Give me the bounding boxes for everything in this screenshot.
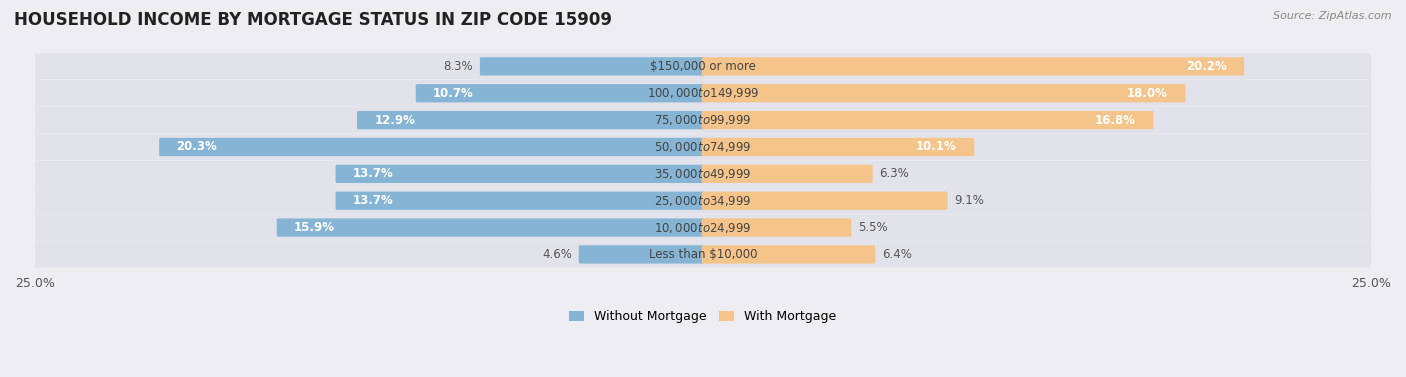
Text: 10.1%: 10.1% <box>917 141 957 153</box>
FancyBboxPatch shape <box>702 84 1185 103</box>
FancyBboxPatch shape <box>277 218 704 237</box>
Legend: Without Mortgage, With Mortgage: Without Mortgage, With Mortgage <box>564 305 842 328</box>
Text: 6.4%: 6.4% <box>882 248 912 261</box>
FancyBboxPatch shape <box>702 111 1153 129</box>
Text: 10.7%: 10.7% <box>433 87 474 100</box>
FancyBboxPatch shape <box>34 53 1372 80</box>
Text: $35,000 to $49,999: $35,000 to $49,999 <box>654 167 752 181</box>
FancyBboxPatch shape <box>357 111 704 129</box>
Text: 8.3%: 8.3% <box>443 60 474 73</box>
Text: $25,000 to $34,999: $25,000 to $34,999 <box>654 194 752 208</box>
FancyBboxPatch shape <box>702 165 873 183</box>
FancyBboxPatch shape <box>479 57 704 75</box>
FancyBboxPatch shape <box>34 107 1372 133</box>
FancyBboxPatch shape <box>34 134 1372 160</box>
FancyBboxPatch shape <box>336 165 704 183</box>
FancyBboxPatch shape <box>34 241 1372 268</box>
FancyBboxPatch shape <box>336 192 704 210</box>
Text: 15.9%: 15.9% <box>294 221 335 234</box>
Text: 16.8%: 16.8% <box>1095 113 1136 127</box>
FancyBboxPatch shape <box>702 192 948 210</box>
Text: 13.7%: 13.7% <box>353 167 394 180</box>
Text: 12.9%: 12.9% <box>374 113 415 127</box>
Text: 20.3%: 20.3% <box>177 141 218 153</box>
Text: 13.7%: 13.7% <box>353 194 394 207</box>
FancyBboxPatch shape <box>416 84 704 103</box>
FancyBboxPatch shape <box>34 215 1372 241</box>
FancyBboxPatch shape <box>34 161 1372 187</box>
FancyBboxPatch shape <box>702 218 851 237</box>
Text: $10,000 to $24,999: $10,000 to $24,999 <box>654 221 752 234</box>
FancyBboxPatch shape <box>702 245 876 264</box>
Text: $150,000 or more: $150,000 or more <box>650 60 756 73</box>
Text: Less than $10,000: Less than $10,000 <box>648 248 758 261</box>
Text: Source: ZipAtlas.com: Source: ZipAtlas.com <box>1274 11 1392 21</box>
Text: $100,000 to $149,999: $100,000 to $149,999 <box>647 86 759 100</box>
Text: $75,000 to $99,999: $75,000 to $99,999 <box>654 113 752 127</box>
Text: 18.0%: 18.0% <box>1128 87 1168 100</box>
FancyBboxPatch shape <box>159 138 704 156</box>
Text: 4.6%: 4.6% <box>543 248 572 261</box>
Text: 5.5%: 5.5% <box>858 221 887 234</box>
FancyBboxPatch shape <box>34 187 1372 214</box>
Text: 20.2%: 20.2% <box>1187 60 1227 73</box>
Text: $50,000 to $74,999: $50,000 to $74,999 <box>654 140 752 154</box>
Text: HOUSEHOLD INCOME BY MORTGAGE STATUS IN ZIP CODE 15909: HOUSEHOLD INCOME BY MORTGAGE STATUS IN Z… <box>14 11 612 29</box>
FancyBboxPatch shape <box>702 57 1244 75</box>
Text: 6.3%: 6.3% <box>879 167 910 180</box>
FancyBboxPatch shape <box>34 80 1372 106</box>
FancyBboxPatch shape <box>702 138 974 156</box>
FancyBboxPatch shape <box>579 245 704 264</box>
Text: 9.1%: 9.1% <box>955 194 984 207</box>
